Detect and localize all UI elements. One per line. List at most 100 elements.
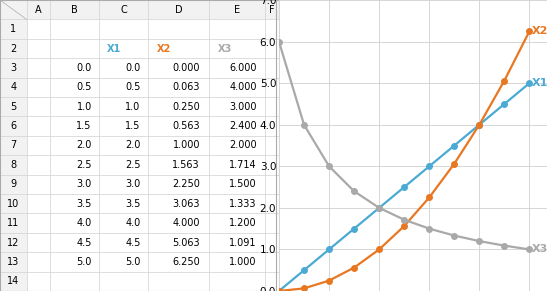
Bar [50, 116, 99, 136]
Text: 10: 10 [7, 199, 19, 209]
Bar [26, 58, 50, 78]
Text: 0.250: 0.250 [172, 102, 200, 112]
Bar [50, 252, 99, 272]
Bar [26, 194, 50, 213]
Bar [210, 233, 265, 252]
Text: 4.0: 4.0 [77, 218, 92, 228]
Bar [0, 0, 26, 19]
Text: 5.063: 5.063 [172, 237, 200, 248]
Text: 6.250: 6.250 [172, 257, 200, 267]
Text: X3: X3 [218, 43, 232, 54]
Bar [210, 155, 265, 175]
Bar [50, 0, 99, 19]
Text: 0.063: 0.063 [172, 82, 200, 92]
Bar [265, 136, 279, 155]
Bar [0, 116, 26, 136]
Bar [26, 97, 50, 116]
Text: X2: X2 [157, 43, 171, 54]
Text: 4.0: 4.0 [125, 218, 141, 228]
Text: 1.5: 1.5 [125, 121, 141, 131]
Bar [210, 97, 265, 116]
Text: 2.000: 2.000 [229, 141, 257, 150]
Bar [148, 136, 210, 155]
Bar [148, 0, 210, 19]
Bar [99, 97, 148, 116]
Text: 2: 2 [10, 43, 16, 54]
Bar [99, 233, 148, 252]
Text: 1.000: 1.000 [172, 141, 200, 150]
Bar [99, 213, 148, 233]
Bar [148, 272, 210, 291]
Bar [99, 78, 148, 97]
Bar [99, 136, 148, 155]
Text: 1.000: 1.000 [229, 257, 257, 267]
Text: 1.714: 1.714 [229, 160, 257, 170]
Bar [26, 136, 50, 155]
Bar [0, 58, 26, 78]
Text: D: D [174, 5, 182, 15]
Text: 3.000: 3.000 [229, 102, 257, 112]
Bar [265, 78, 279, 97]
Bar [0, 97, 26, 116]
Text: 12: 12 [7, 237, 20, 248]
Bar [26, 155, 50, 175]
Bar [210, 58, 265, 78]
Text: 4.000: 4.000 [229, 82, 257, 92]
Text: 13: 13 [7, 257, 19, 267]
Text: 7: 7 [10, 141, 16, 150]
Text: 9: 9 [10, 179, 16, 189]
Text: 5.0: 5.0 [77, 257, 92, 267]
Text: X2: X2 [532, 26, 547, 36]
Text: 2.5: 2.5 [76, 160, 92, 170]
Text: 0.563: 0.563 [172, 121, 200, 131]
Text: 1.563: 1.563 [172, 160, 200, 170]
Bar [26, 213, 50, 233]
Bar [148, 19, 210, 39]
Bar [50, 175, 99, 194]
Bar [148, 58, 210, 78]
Bar [26, 252, 50, 272]
Bar [210, 213, 265, 233]
Bar [26, 175, 50, 194]
Bar [210, 0, 265, 19]
Bar [99, 19, 148, 39]
Bar [148, 194, 210, 213]
Bar [265, 272, 279, 291]
Text: 1.333: 1.333 [229, 199, 257, 209]
Bar [99, 194, 148, 213]
Bar [0, 272, 26, 291]
Text: 3.0: 3.0 [77, 179, 92, 189]
Text: X3: X3 [532, 244, 547, 254]
Bar [0, 233, 26, 252]
Bar [99, 272, 148, 291]
Text: A: A [35, 5, 42, 15]
Bar [26, 233, 50, 252]
Text: C: C [120, 5, 127, 15]
Bar [148, 78, 210, 97]
Bar [50, 19, 99, 39]
Bar [99, 0, 148, 19]
Bar [0, 78, 26, 97]
Text: 0.5: 0.5 [77, 82, 92, 92]
Text: 2.400: 2.400 [229, 121, 257, 131]
Bar [210, 19, 265, 39]
Text: 3.5: 3.5 [77, 199, 92, 209]
Text: 4: 4 [10, 82, 16, 92]
Text: 3.063: 3.063 [172, 199, 200, 209]
Text: 6: 6 [10, 121, 16, 131]
Text: 5: 5 [10, 102, 16, 112]
Bar [265, 175, 279, 194]
Bar [265, 252, 279, 272]
Bar [99, 39, 148, 58]
Text: 11: 11 [7, 218, 19, 228]
Text: 0.5: 0.5 [125, 82, 141, 92]
Bar [26, 116, 50, 136]
Text: 1.0: 1.0 [125, 102, 141, 112]
Bar [99, 252, 148, 272]
Text: 4.5: 4.5 [125, 237, 141, 248]
Text: 3.0: 3.0 [125, 179, 141, 189]
Text: 8: 8 [10, 160, 16, 170]
Bar [26, 39, 50, 58]
Bar [265, 19, 279, 39]
Bar [0, 252, 26, 272]
